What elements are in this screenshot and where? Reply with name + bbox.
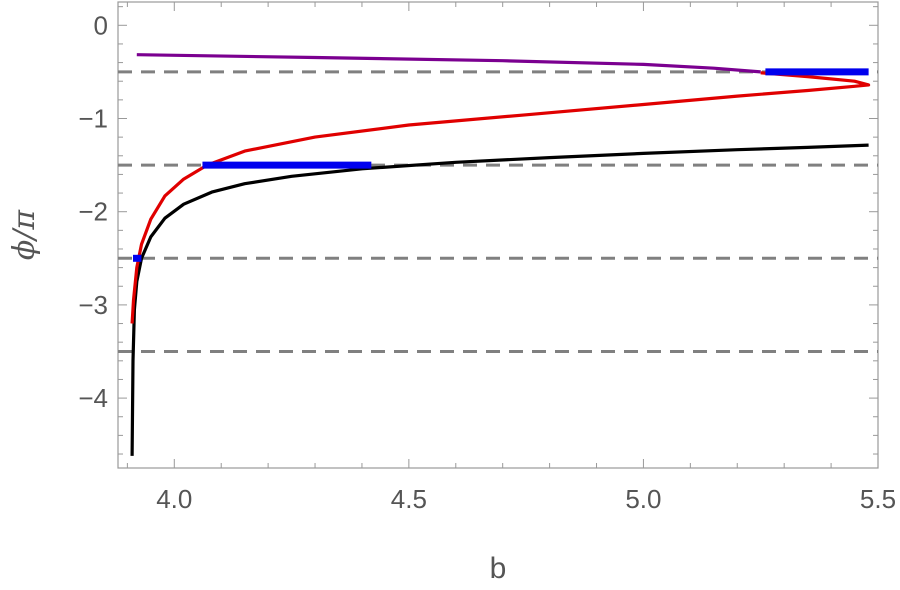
y-tick-label: −2: [78, 197, 108, 227]
y-tick-label: −1: [78, 104, 108, 134]
x-tick-label: 4.0: [156, 484, 192, 514]
highlight-layer: [133, 68, 869, 262]
reference-lines: [118, 70, 878, 353]
y-tick-label: −4: [78, 383, 108, 413]
series-line: [130, 71, 871, 324]
y-axis-label: ϕ/π: [7, 209, 42, 261]
x-tick-label: 5.0: [625, 484, 661, 514]
y-axis-ticks: 0 −1 −2 −3 −4: [78, 6, 878, 455]
plot-frame: [117, 1, 879, 469]
x-axis-ticks: 4.0 4.5 5.0 5.5: [126, 2, 896, 514]
x-tick-label: 4.5: [391, 484, 427, 514]
y-tick-label: −3: [78, 290, 108, 320]
x-axis-label: b: [490, 552, 507, 585]
series-line: [130, 143, 869, 456]
series-line: [136, 53, 761, 74]
y-tick-label: 0: [94, 10, 108, 40]
x-tick-label: 5.5: [860, 484, 896, 514]
series-layer: [130, 53, 871, 456]
